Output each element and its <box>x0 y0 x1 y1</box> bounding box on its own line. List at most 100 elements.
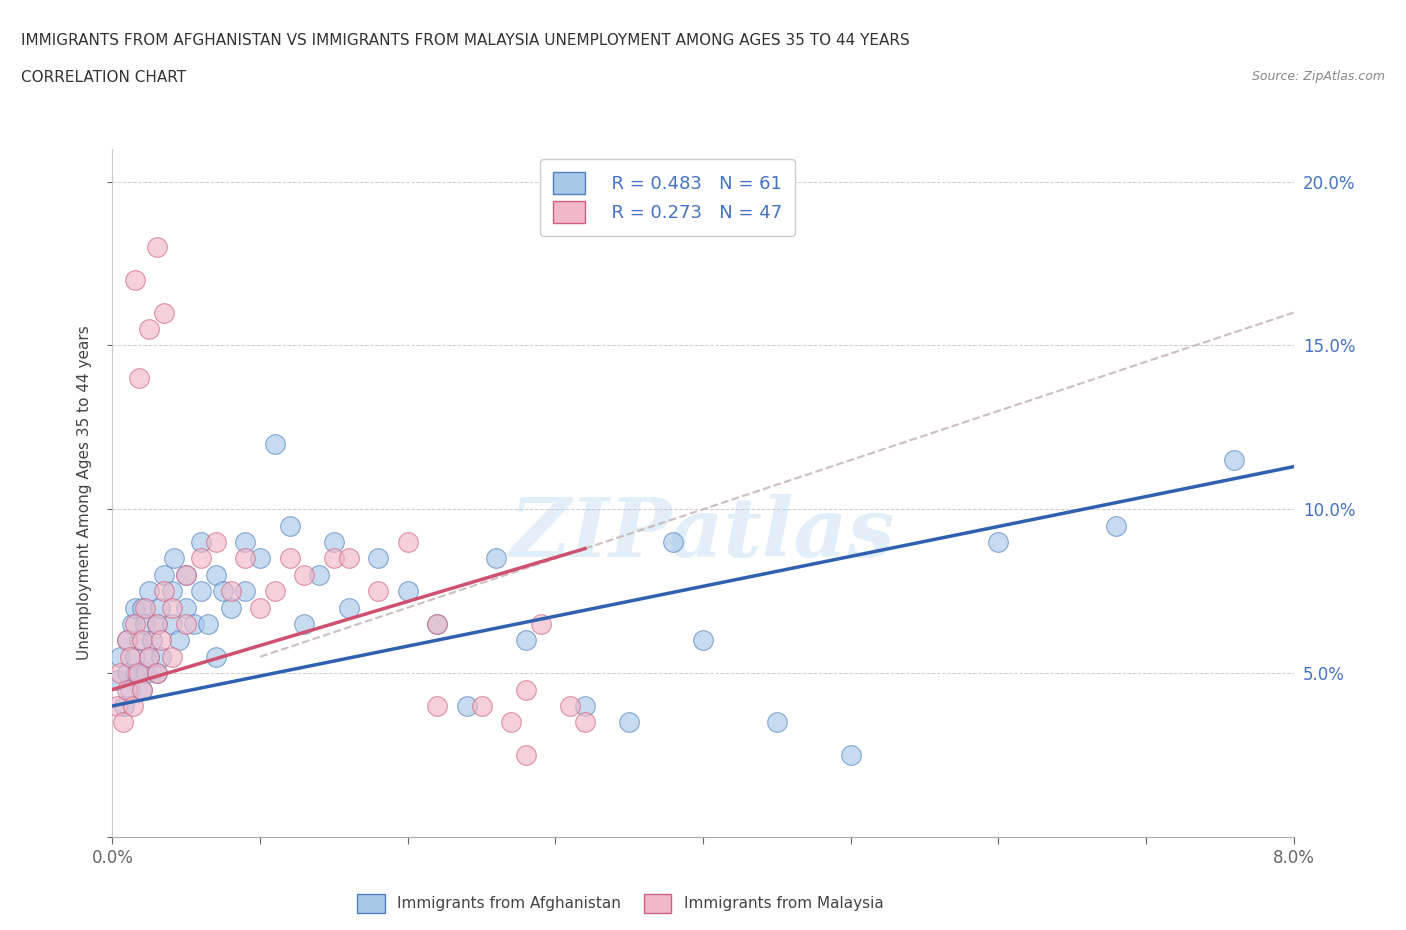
Point <box>138 649 160 664</box>
Point <box>138 322 160 337</box>
Point <box>292 617 315 631</box>
Point <box>190 535 212 550</box>
Point <box>183 617 205 631</box>
Point <box>205 567 228 582</box>
Point <box>574 698 596 713</box>
Point <box>108 666 131 681</box>
Point <box>146 617 169 631</box>
Text: ZIPatlas: ZIPatlas <box>510 494 896 574</box>
Point <box>278 518 301 533</box>
Point <box>212 584 235 599</box>
Point <box>174 617 197 631</box>
Point <box>323 551 346 565</box>
Point <box>125 666 148 681</box>
Point <box>396 535 419 550</box>
Point <box>150 633 173 648</box>
Point <box>150 649 173 664</box>
Point <box>146 666 169 681</box>
Point <box>219 584 242 599</box>
Point <box>117 682 138 697</box>
Point <box>662 535 685 550</box>
Point <box>124 617 146 631</box>
Point <box>987 535 1010 550</box>
Point <box>219 600 242 615</box>
Point <box>292 567 315 582</box>
Point <box>153 584 176 599</box>
Point <box>1105 518 1128 533</box>
Point <box>138 649 160 664</box>
Point <box>153 305 176 320</box>
Point <box>128 371 150 386</box>
Point <box>574 715 596 730</box>
Point <box>163 551 186 565</box>
Point <box>367 584 389 599</box>
Point <box>233 535 256 550</box>
Point <box>367 551 389 565</box>
Legend: Immigrants from Afghanistan, Immigrants from Malaysia: Immigrants from Afghanistan, Immigrants … <box>352 888 890 919</box>
Point <box>146 666 169 681</box>
Point <box>515 633 537 648</box>
Point <box>124 649 146 664</box>
Text: CORRELATION CHART: CORRELATION CHART <box>21 70 186 85</box>
Point <box>117 666 138 681</box>
Point <box>105 672 128 687</box>
Point <box>105 698 128 713</box>
Point <box>153 567 176 582</box>
Point <box>117 633 138 648</box>
Point <box>1223 453 1246 468</box>
Point <box>149 600 172 615</box>
Point <box>131 600 153 615</box>
Point <box>121 617 143 631</box>
Point <box>122 698 145 713</box>
Point <box>501 715 523 730</box>
Point <box>111 715 134 730</box>
Point <box>131 682 153 697</box>
Point <box>426 698 449 713</box>
Point <box>264 584 287 599</box>
Point <box>264 436 287 451</box>
Point <box>515 748 537 763</box>
Point <box>323 535 346 550</box>
Point <box>112 698 135 713</box>
Point <box>138 584 160 599</box>
Point <box>249 600 271 615</box>
Point <box>765 715 787 730</box>
Point <box>124 272 146 287</box>
Point <box>839 748 862 763</box>
Point <box>131 633 153 648</box>
Point <box>135 666 157 681</box>
Point <box>485 551 508 565</box>
Point <box>529 617 551 631</box>
Point <box>337 600 360 615</box>
Point <box>337 551 360 565</box>
Point <box>205 535 228 550</box>
Point <box>174 600 197 615</box>
Point <box>131 682 153 697</box>
Point <box>619 715 641 730</box>
Point <box>174 567 197 582</box>
Text: IMMIGRANTS FROM AFGHANISTAN VS IMMIGRANTS FROM MALAYSIA UNEMPLOYMENT AMONG AGES : IMMIGRANTS FROM AFGHANISTAN VS IMMIGRANT… <box>21 33 910 47</box>
Point <box>167 633 190 648</box>
Point <box>249 551 271 565</box>
Point <box>120 682 142 697</box>
Point <box>108 649 131 664</box>
Point <box>396 584 419 599</box>
Point <box>426 617 449 631</box>
Point <box>134 600 156 615</box>
Text: Source: ZipAtlas.com: Source: ZipAtlas.com <box>1251 70 1385 83</box>
Point <box>308 567 330 582</box>
Point <box>120 649 142 664</box>
Y-axis label: Unemployment Among Ages 35 to 44 years: Unemployment Among Ages 35 to 44 years <box>77 326 91 660</box>
Point <box>515 682 537 697</box>
Point <box>233 584 256 599</box>
Point <box>233 551 256 565</box>
Point <box>197 617 219 631</box>
Point <box>117 633 138 648</box>
Point <box>146 240 169 255</box>
Point <box>174 567 197 582</box>
Point <box>278 551 301 565</box>
Point <box>160 617 183 631</box>
Point <box>146 617 169 631</box>
Point <box>128 633 150 648</box>
Point <box>692 633 714 648</box>
